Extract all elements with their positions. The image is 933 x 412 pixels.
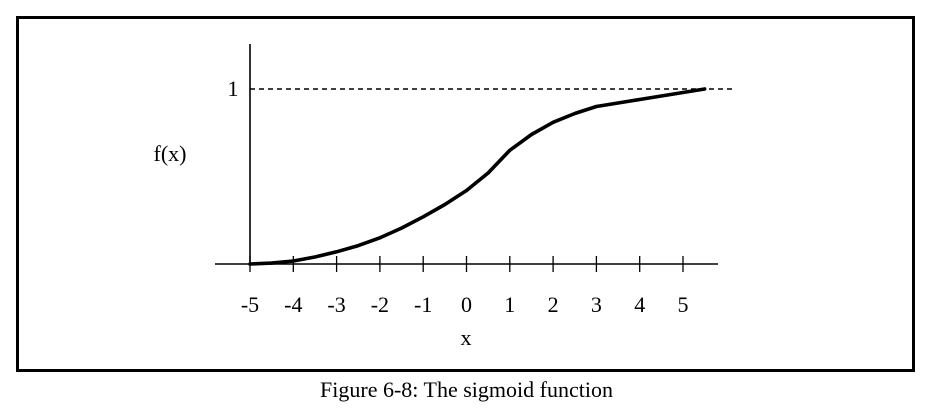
x-tick-label--2: -2 — [371, 292, 389, 317]
x-tick-label-3: 3 — [591, 292, 602, 317]
x-tick-label--1: -1 — [414, 292, 432, 317]
x-axis-label: x — [461, 325, 472, 350]
x-tick-label--5: -5 — [241, 292, 259, 317]
figure-caption: Figure 6-8: The sigmoid function — [320, 377, 613, 402]
sigmoid-curve-line — [248, 87, 707, 266]
chart-frame — [16, 16, 915, 372]
x-tick-label--4: -4 — [284, 292, 302, 317]
x-tick-label-4: 4 — [634, 292, 645, 317]
x-tick-label-0: 0 — [461, 292, 472, 317]
x-tick-label-1: 1 — [504, 292, 515, 317]
x-tick-label--3: -3 — [327, 292, 345, 317]
x-tick-label-5: 5 — [678, 292, 689, 317]
y-axis-label: f(x) — [154, 141, 187, 166]
x-tick-label-2: 2 — [548, 292, 559, 317]
y-tick-label-1: 1 — [228, 76, 239, 101]
